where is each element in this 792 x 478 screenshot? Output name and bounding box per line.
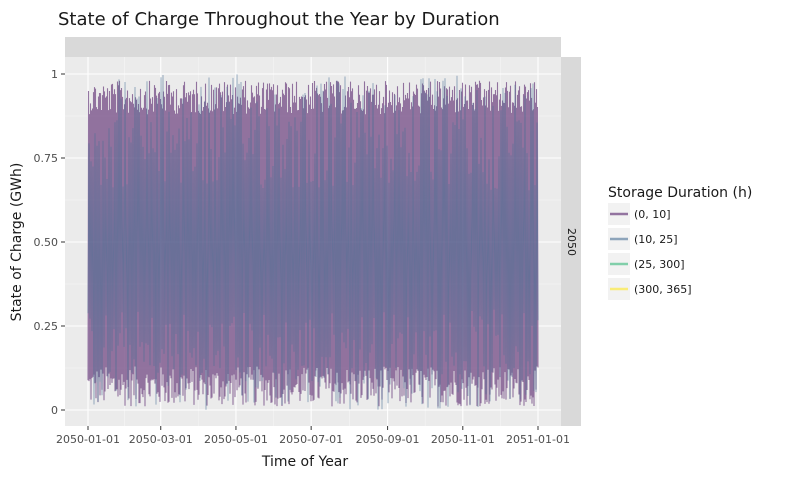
legend-label: (0, 10] (634, 208, 671, 221)
legend-item: (0, 10] (608, 203, 671, 225)
x-tick-label: 2051-01-01 (506, 433, 570, 446)
legend: Storage Duration (h) (0, 10] (10, 25] (25,… (608, 185, 752, 300)
x-tick-label: 2050-03-01 (129, 433, 193, 446)
x-tick-label: 2050-07-01 (279, 433, 343, 446)
legend-label: (25, 300] (634, 258, 685, 271)
x-tick-label: 2050-11-01 (431, 433, 495, 446)
legend-item: (10, 25] (608, 228, 678, 250)
legend-label: (300, 365] (634, 283, 692, 296)
y-tick-label: 0.75 (34, 152, 59, 165)
y-axis-title: State of Charge (GWh) (9, 163, 25, 322)
series-line (87, 80, 539, 407)
chart-title: State of Charge Throughout the Year by D… (58, 9, 500, 30)
x-axis-title: Time of Year (261, 454, 349, 470)
y-tick-label: 0.25 (34, 320, 59, 333)
series-layer (87, 74, 539, 410)
x-tick-label: 2050-05-01 (204, 433, 268, 446)
y-tick-label: 0 (51, 404, 58, 417)
legend-title: Storage Duration (h) (608, 185, 752, 201)
legend-item: (25, 300] (608, 253, 685, 275)
facet-strip (561, 57, 581, 426)
x-tick-label: 2050-09-01 (356, 433, 420, 446)
axes: 0 0.25 0.50 0.75 1 2050-01-01 2050-03-01 2050-0… (34, 68, 570, 446)
top-strip (65, 37, 561, 57)
x-tick-label: 2050-01-01 (56, 433, 120, 446)
y-tick-label: 0.50 (34, 236, 59, 249)
legend-label: (10, 25] (634, 233, 678, 246)
series-line (87, 74, 539, 410)
y-tick-label: 1 (51, 68, 58, 81)
series-0 (87, 80, 539, 407)
legend-item: (300, 365] (608, 278, 692, 300)
facet-label: 2050 (565, 228, 578, 256)
series-1 (87, 74, 539, 410)
